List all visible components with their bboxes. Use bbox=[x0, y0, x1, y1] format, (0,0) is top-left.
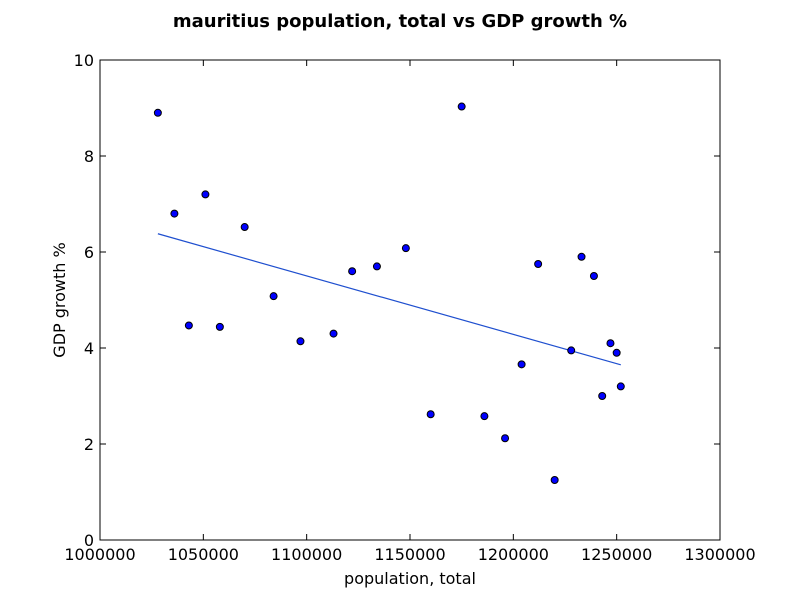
data-point bbox=[612, 348, 621, 357]
x-tick-label: 1000000 bbox=[64, 545, 135, 564]
y-tick-label: 6 bbox=[84, 243, 94, 262]
y-axis-label: GDP growth % bbox=[50, 242, 69, 357]
y-tick-label: 4 bbox=[84, 339, 94, 358]
data-point bbox=[606, 339, 615, 348]
axis-ticks bbox=[99, 59, 721, 541]
data-points bbox=[153, 102, 625, 484]
data-point bbox=[153, 108, 162, 117]
x-tick-label: 1100000 bbox=[271, 545, 342, 564]
y-tick-label: 2 bbox=[84, 435, 94, 454]
data-point bbox=[426, 410, 435, 419]
x-tick-label: 1300000 bbox=[684, 545, 755, 564]
data-point bbox=[534, 260, 543, 268]
data-point bbox=[170, 209, 179, 218]
x-tick-label: 1250000 bbox=[581, 545, 652, 564]
y-tick-label: 8 bbox=[84, 147, 94, 166]
trend-line bbox=[157, 233, 621, 366]
data-point bbox=[616, 382, 625, 391]
data-point bbox=[372, 262, 381, 271]
data-point bbox=[501, 434, 510, 443]
chart-title: mauritius population, total vs GDP growt… bbox=[173, 11, 627, 32]
axis-tick-labels: 1000000 1050000 1100000 1150000 1200000 12500… bbox=[64, 51, 755, 564]
data-point bbox=[269, 292, 278, 301]
data-point bbox=[480, 412, 489, 421]
data-point bbox=[296, 337, 305, 346]
plot-area bbox=[99, 59, 721, 541]
data-point bbox=[240, 223, 249, 232]
data-point bbox=[567, 346, 576, 355]
data-point bbox=[577, 252, 586, 261]
data-point bbox=[589, 272, 598, 280]
data-point bbox=[215, 322, 224, 331]
x-tick-label: 1150000 bbox=[374, 545, 445, 564]
y-tick-label: 0 bbox=[84, 531, 94, 550]
x-tick-label: 1200000 bbox=[478, 545, 549, 564]
data-point bbox=[598, 392, 607, 400]
data-point bbox=[517, 360, 526, 369]
data-point bbox=[348, 267, 357, 276]
data-point bbox=[184, 321, 193, 330]
y-tick-label: 10 bbox=[74, 51, 94, 70]
data-point bbox=[457, 102, 466, 111]
trend-line-group bbox=[157, 233, 621, 366]
data-point bbox=[550, 476, 559, 484]
data-point bbox=[401, 244, 410, 253]
x-axis-label: population, total bbox=[344, 569, 476, 588]
data-point bbox=[201, 190, 210, 199]
data-point bbox=[329, 329, 338, 338]
x-tick-label: 1050000 bbox=[168, 545, 239, 564]
